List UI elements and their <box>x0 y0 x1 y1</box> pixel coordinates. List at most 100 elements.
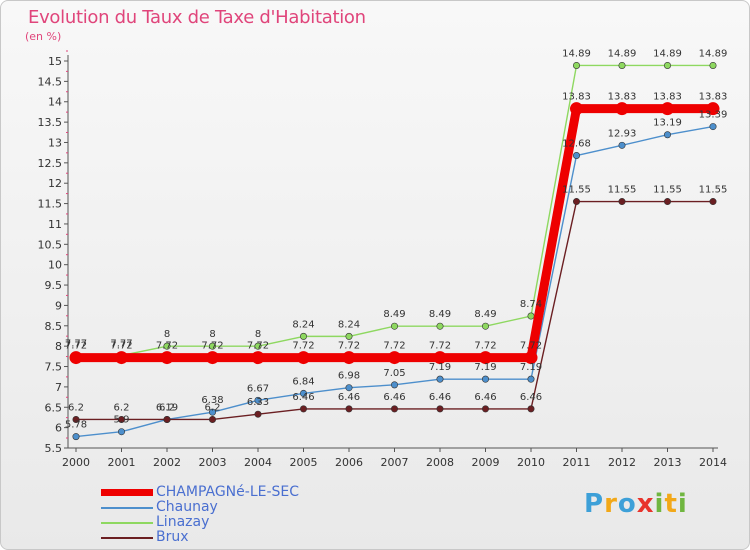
data-label: 8.24 <box>338 319 360 330</box>
data-point <box>118 428 126 436</box>
data-label: 7.19 <box>429 362 451 373</box>
logo-letter: i <box>654 489 665 519</box>
data-point <box>69 351 83 365</box>
x-tick-label: 2014 <box>699 456 727 469</box>
data-point <box>163 342 171 350</box>
data-label: 6.19 <box>156 402 178 413</box>
y-tick-label: 8.5 <box>45 320 63 333</box>
data-label: 8.24 <box>292 319 314 330</box>
data-label: 7.19 <box>520 362 542 373</box>
x-tick-label: 2000 <box>62 456 90 469</box>
chart-unit: (en %) <box>25 30 62 43</box>
y-tick-label: 9.5 <box>45 279 63 292</box>
data-point <box>254 396 262 404</box>
data-point <box>524 351 538 365</box>
data-point <box>254 410 262 418</box>
data-point <box>570 102 583 116</box>
x-tick-label: 2006 <box>335 456 363 469</box>
data-labels: 7.72 7.72 7.72 7.72 7.72 7.72 7.72 7.72 7.72 7.72… <box>65 48 727 430</box>
data-point <box>160 351 174 365</box>
data-label: 7.77 <box>65 339 87 350</box>
data-point <box>72 415 80 423</box>
y-tick-label: 7.5 <box>45 361 63 374</box>
data-point <box>390 381 398 389</box>
data-label: 7.72 <box>201 341 223 352</box>
data-point <box>615 102 629 116</box>
data-label: 7.72 <box>65 341 87 352</box>
data-point <box>436 405 444 413</box>
data-label: 8.49 <box>429 309 451 320</box>
data-point <box>345 405 353 413</box>
data-point <box>115 351 128 365</box>
x-tick-label: 2013 <box>654 456 682 469</box>
y-tick-label: 10 <box>48 259 62 272</box>
y-tick-label: 8 <box>55 340 62 353</box>
data-point <box>436 322 444 330</box>
data-label: 6.46 <box>338 392 360 403</box>
data-label: 6.38 <box>201 395 223 406</box>
y-tick-label: 10.5 <box>38 238 63 251</box>
data-label: 7.72 <box>110 341 132 352</box>
data-label: 8.74 <box>520 299 542 310</box>
data-point <box>72 433 80 441</box>
data-point <box>572 152 580 160</box>
data-label: 8.49 <box>383 309 405 320</box>
x-tick-label: 2007 <box>381 456 409 469</box>
y-tick-label: 15 <box>48 55 62 68</box>
data-point <box>209 342 217 350</box>
data-point <box>663 198 671 206</box>
data-point <box>390 405 398 413</box>
y-tick-label: 11.5 <box>38 198 63 211</box>
data-label: 13.19 <box>653 118 682 129</box>
x-tick-label: 2005 <box>290 456 318 469</box>
data-point <box>118 415 126 423</box>
series-line <box>75 125 714 438</box>
data-label: 7.05 <box>383 368 405 379</box>
data-point <box>163 415 171 423</box>
x-tick-label: 2011 <box>563 456 591 469</box>
data-point <box>433 351 447 365</box>
y-tick-label: 6.5 <box>45 401 63 414</box>
y-tick-label: 14.5 <box>38 75 63 88</box>
y-tick-label: 13 <box>48 136 62 149</box>
data-point <box>388 351 401 365</box>
data-point <box>251 351 265 365</box>
data-label: 7.77 <box>110 339 132 350</box>
data-label: 5.78 <box>65 420 87 431</box>
y-tick-label: 6 <box>55 422 62 435</box>
x-tick-label: 2004 <box>244 456 272 469</box>
data-label: 7.72 <box>292 341 314 352</box>
y-tick-label: 11 <box>48 218 62 231</box>
data-label: 5.9 <box>114 415 130 426</box>
x-tick-label: 2009 <box>472 456 500 469</box>
data-label: 14.89 <box>699 48 728 59</box>
data-label: 6.46 <box>383 392 405 403</box>
data-point <box>618 198 626 206</box>
data-label: 8 <box>164 329 170 340</box>
data-point <box>572 198 580 206</box>
data-label: 12.93 <box>608 128 637 139</box>
data-label: 6.98 <box>338 371 360 382</box>
data-label: 13.83 <box>608 92 637 103</box>
x-tick-label: 2003 <box>199 456 227 469</box>
data-label: 7.72 <box>429 341 451 352</box>
data-point <box>481 322 489 330</box>
data-label: 13.83 <box>562 92 591 103</box>
data-point <box>481 375 489 383</box>
data-label: 6.67 <box>247 383 269 394</box>
data-point <box>709 198 717 206</box>
data-point <box>390 322 398 330</box>
data-point <box>345 332 353 340</box>
data-label: 6.2 <box>205 402 221 413</box>
data-label: 11.55 <box>608 185 637 196</box>
data-label: 7.72 <box>383 341 405 352</box>
logo-letter: x <box>636 489 655 519</box>
data-point <box>572 61 580 69</box>
data-label: 6.33 <box>247 397 269 408</box>
data-point <box>345 384 353 392</box>
y-tick-label: 14 <box>48 96 62 109</box>
data-point <box>299 332 307 340</box>
legend-swatch <box>101 507 153 509</box>
chart-title: Evolution du Taux de Taxe d'Habitation <box>28 7 366 28</box>
